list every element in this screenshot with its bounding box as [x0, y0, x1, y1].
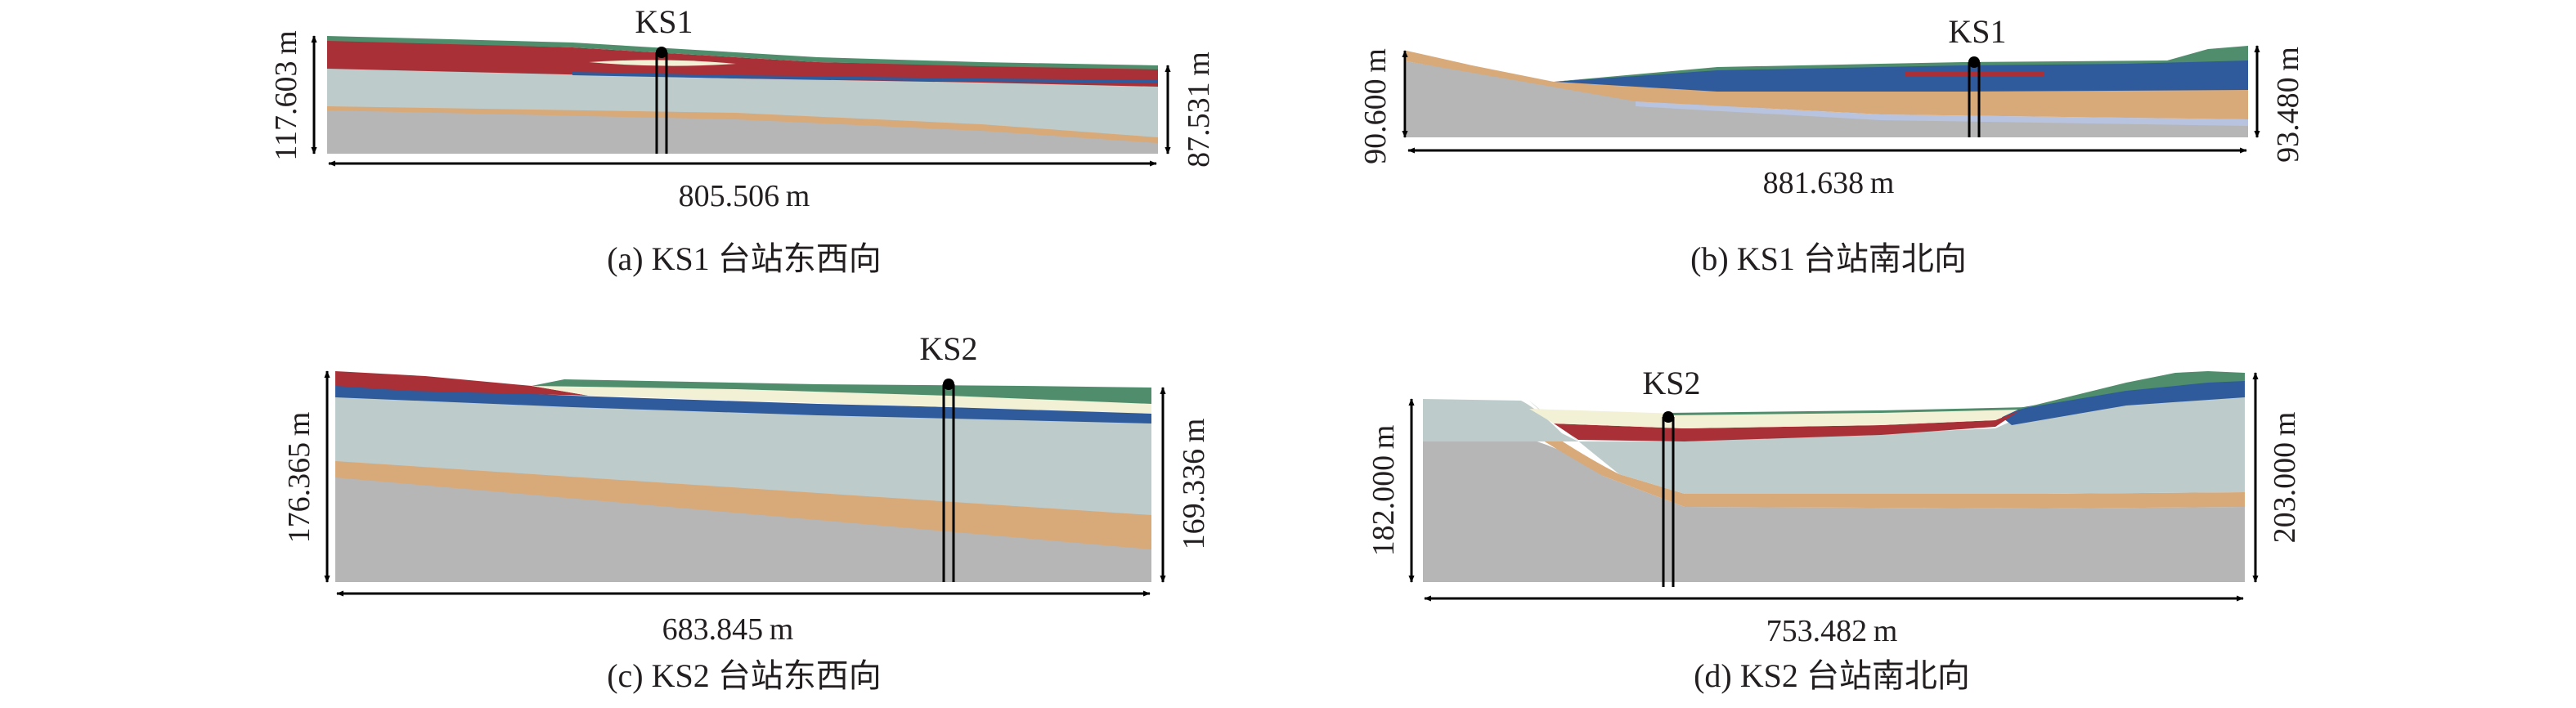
left-height-label: 90.600 m: [1358, 48, 1393, 164]
section-a-layers: [327, 36, 1158, 154]
layer-light-blue-gray: [327, 67, 1158, 137]
station-label: KS2: [919, 330, 977, 367]
layer-light-blue-gray: [335, 394, 1151, 515]
left-height-label: 182.000 m: [1367, 425, 1401, 557]
layer-orange-tan: [335, 459, 1151, 549]
borehole-ks1-a: [655, 47, 668, 154]
caption: (d) KS2 台站南北向: [1694, 657, 1970, 694]
caption: (a) KS1 台站东西向: [607, 240, 882, 277]
caption: (c) KS2 台站东西向: [607, 657, 882, 694]
layer-green-thin: [1668, 407, 2028, 415]
layer-dark-red: [335, 371, 589, 396]
layer-navy-blue: [1554, 59, 2248, 92]
lens-dark-red: [1905, 72, 2044, 76]
layer-basement: [1407, 61, 2248, 137]
layer-basement: [1423, 425, 2245, 582]
layer-green: [532, 379, 1151, 404]
layer-navy-blue: [572, 72, 1158, 83]
layer-pale-blue: [1636, 101, 2248, 126]
layer-green: [327, 36, 1158, 69]
layer-basement: [327, 106, 1158, 154]
borehole-ks1-b: [1968, 56, 1981, 137]
right-height-label: 93.480 m: [2271, 47, 2305, 163]
panel-c: KS2 683.845 m 176.365 m 169.336 m (c) KS…: [282, 330, 1211, 694]
section-b-layers: [1407, 46, 2248, 137]
station-label: KS1: [1948, 13, 2006, 50]
layer-navy-blue: [1995, 379, 2245, 425]
station-label: KS1: [635, 3, 693, 40]
layer-navy-blue: [335, 384, 1151, 423]
right-height-label: 169.336 m: [1177, 419, 1211, 550]
lens-pale-yellow: [589, 60, 736, 66]
layer-dark-red: [327, 39, 1158, 87]
left-height-label: 117.603 m: [269, 30, 303, 160]
width-label: 683.845 m: [662, 612, 794, 647]
layer-dark-red: [1554, 410, 2020, 441]
width-label: 805.506 m: [679, 179, 810, 213]
panel-d: KS2 753.482 m 182.000 m 203.000 m (d) KS…: [1367, 365, 2302, 694]
layer-orange-tan: [1529, 425, 2245, 509]
borehole-ks2-d: [1662, 411, 1675, 587]
layer-pale-yellow: [1529, 409, 2020, 428]
left-height-label: 176.365 m: [282, 412, 316, 544]
width-label: 881.638 m: [1763, 166, 1895, 200]
right-height-label: 87.531 m: [1182, 52, 1216, 168]
layer-pale-yellow: [532, 386, 1151, 414]
caption: (b) KS1 台站南北向: [1690, 240, 1967, 277]
width-label: 753.482 m: [1766, 614, 1898, 648]
layer-light-blue-gray-top: [1423, 399, 1578, 441]
section-c-layers: [335, 371, 1151, 582]
layer-green: [2020, 371, 2245, 409]
layer-green: [1554, 46, 2248, 82]
panel-a: KS1 805.506 m 117.603 m 87.531 m (a) KS1…: [269, 3, 1216, 277]
panel-b: KS1 881.638 m 90.600 m 93.480 m (b) KS1 …: [1358, 13, 2305, 277]
right-height-label: 203.000 m: [2268, 412, 2302, 544]
station-label: KS2: [1642, 365, 1700, 401]
section-d-layers: [1423, 371, 2245, 582]
layer-orange-tan: [327, 104, 1158, 143]
layer-basement: [335, 474, 1151, 582]
borehole-ks2-c: [942, 379, 955, 582]
layer-orange-tan: [1407, 51, 2248, 119]
